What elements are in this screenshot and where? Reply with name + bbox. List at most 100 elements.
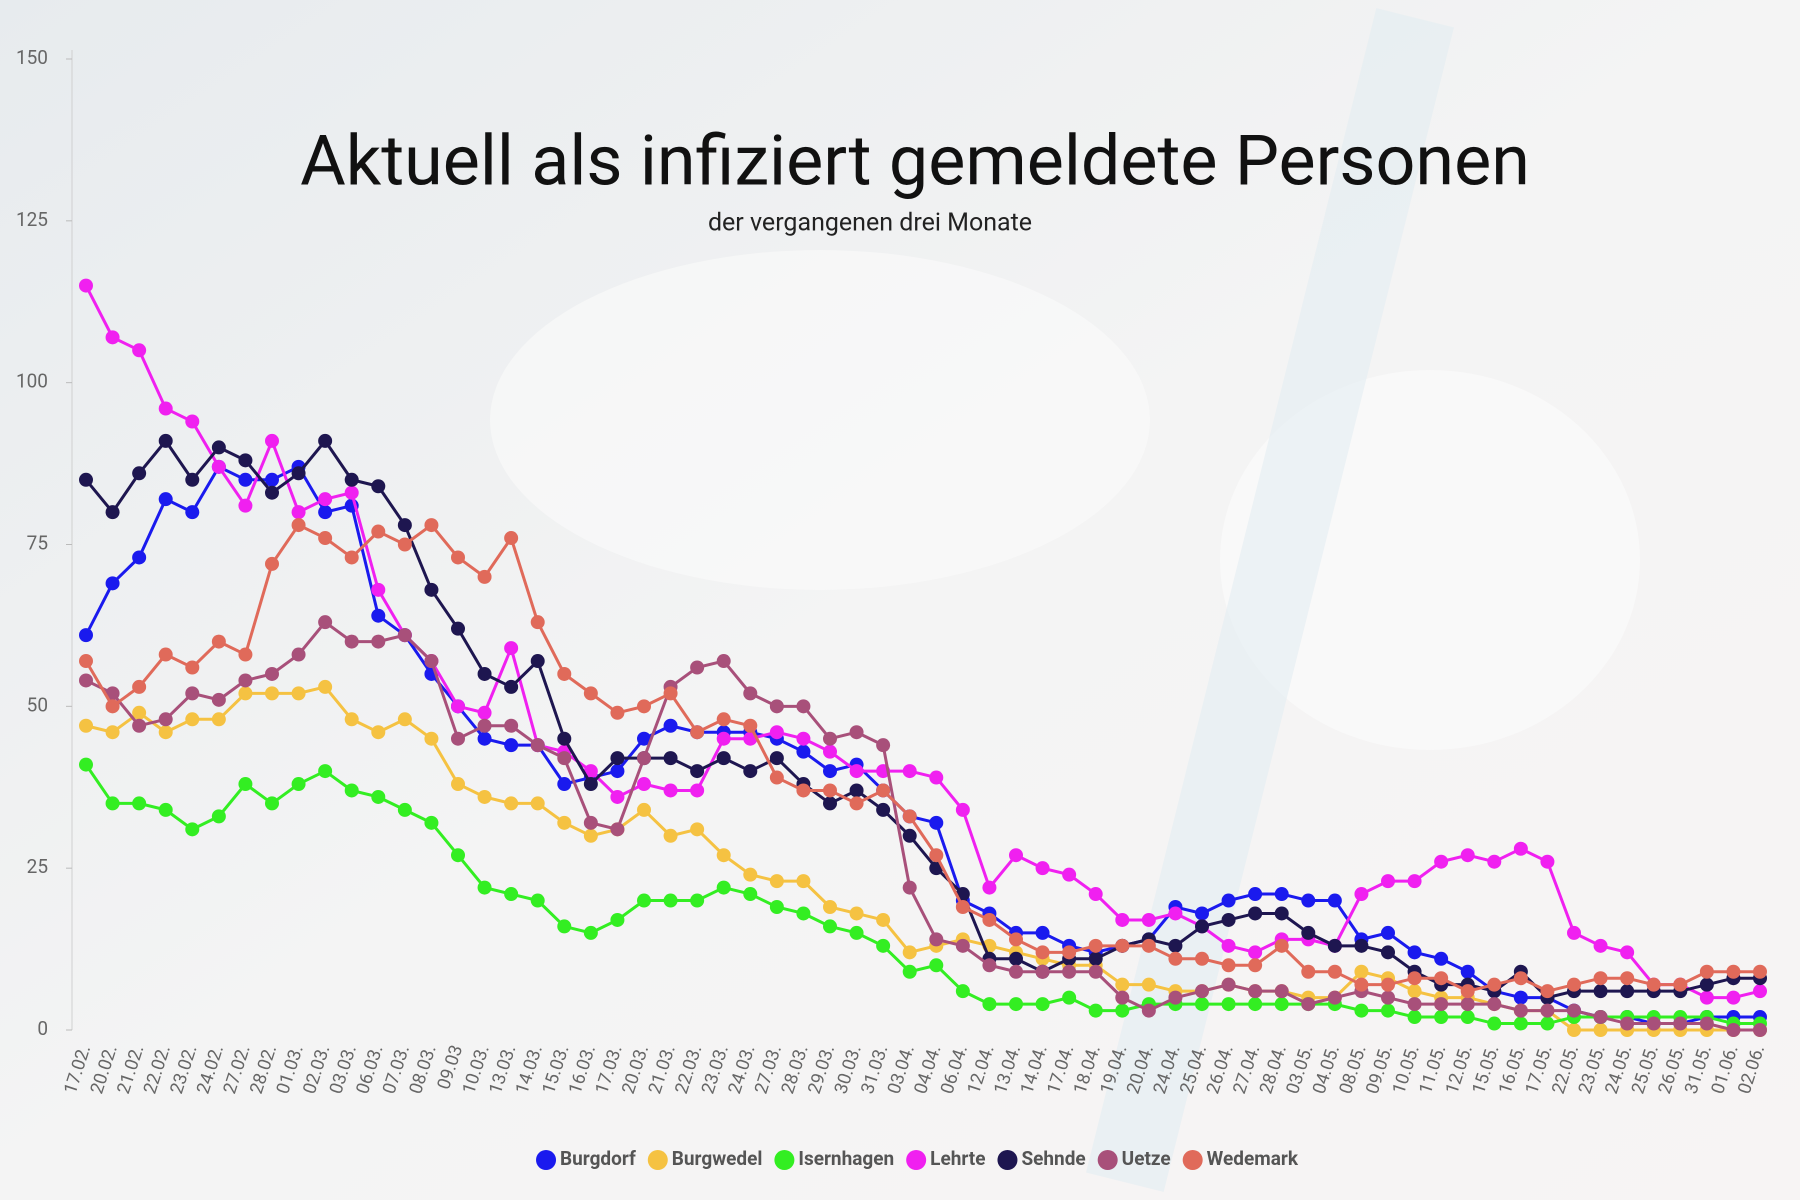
data-point — [424, 518, 439, 533]
data-point — [1141, 977, 1156, 992]
data-point — [105, 725, 120, 740]
data-point — [1141, 1003, 1156, 1018]
data-point — [1699, 977, 1714, 992]
legend-swatch — [536, 1150, 557, 1170]
data-point — [1195, 906, 1209, 921]
data-point — [982, 880, 997, 895]
data-point — [504, 531, 519, 546]
data-point — [1593, 971, 1608, 986]
data-point — [769, 725, 784, 740]
data-point — [1327, 964, 1342, 979]
data-point — [1248, 945, 1263, 960]
data-point — [1301, 964, 1316, 979]
data-point — [1487, 1016, 1502, 1031]
data-point — [238, 673, 253, 688]
legend-label: Sehnde — [1021, 1147, 1085, 1170]
data-point — [1062, 990, 1077, 1005]
data-point — [929, 815, 944, 830]
data-point — [929, 932, 944, 947]
data-point — [238, 686, 253, 701]
data-point — [158, 401, 173, 416]
data-point — [132, 718, 147, 733]
data-point — [637, 893, 651, 908]
data-point — [79, 472, 93, 487]
data-point — [105, 686, 120, 701]
legend-label: Burgdorf — [560, 1147, 636, 1170]
data-point — [982, 912, 997, 927]
data-point — [1381, 925, 1395, 940]
data-point — [158, 647, 173, 662]
data-point — [1115, 1003, 1130, 1018]
data-point — [637, 802, 651, 817]
data-point — [504, 641, 519, 656]
data-point — [876, 912, 891, 927]
data-point — [982, 997, 997, 1012]
data-point — [796, 783, 811, 798]
data-point — [1726, 964, 1741, 979]
data-point — [1088, 951, 1103, 966]
data-point — [743, 686, 758, 701]
data-point — [796, 874, 811, 889]
data-point — [265, 433, 279, 448]
data-point — [637, 731, 651, 746]
data-point — [291, 777, 306, 792]
data-point — [371, 725, 386, 740]
data-point — [1567, 1003, 1581, 1018]
data-point — [690, 893, 705, 908]
data-point — [557, 777, 572, 792]
data-point — [1593, 938, 1608, 953]
data-point — [1460, 997, 1475, 1012]
data-point — [1354, 887, 1369, 902]
data-point — [504, 796, 519, 811]
series-line — [84, 763, 1760, 1026]
data-point — [1487, 997, 1502, 1012]
data-point — [1221, 912, 1236, 927]
data-point — [663, 783, 678, 798]
legend-swatch — [1097, 1150, 1118, 1170]
data-point — [1540, 984, 1555, 999]
data-point — [158, 492, 173, 507]
chart-subtitle: der vergangenen drei Monate — [708, 209, 1032, 238]
data-point — [291, 466, 306, 481]
data-point — [823, 900, 837, 915]
data-point — [1513, 1016, 1528, 1031]
data-point — [1407, 971, 1422, 986]
legend-label: Uetze — [1122, 1147, 1171, 1170]
data-point — [955, 802, 970, 817]
data-point — [1248, 906, 1263, 921]
series-line — [85, 685, 1760, 1032]
data-point — [902, 880, 917, 895]
legend-label: Burgwedel — [672, 1147, 763, 1170]
data-point — [1327, 893, 1342, 908]
data-point — [902, 828, 917, 843]
data-point — [1620, 971, 1635, 986]
data-point — [397, 518, 412, 533]
data-point — [79, 757, 93, 772]
data-point — [583, 764, 598, 779]
data-point — [371, 582, 386, 597]
data-point — [796, 731, 811, 746]
data-point — [530, 738, 545, 753]
data-point — [1035, 861, 1050, 876]
data-point — [105, 699, 120, 714]
data-point — [1513, 971, 1528, 986]
data-point — [1381, 977, 1395, 992]
data-point — [1540, 1016, 1555, 1031]
data-point — [902, 945, 917, 960]
data-point — [663, 718, 678, 733]
data-point — [1274, 887, 1289, 902]
data-point — [1195, 997, 1209, 1012]
data-point — [1088, 887, 1103, 902]
data-point — [318, 492, 333, 507]
data-point — [185, 686, 200, 701]
data-point — [929, 848, 944, 863]
data-point — [1487, 854, 1502, 869]
data-point — [690, 783, 705, 798]
data-point — [1195, 984, 1209, 999]
data-point — [1753, 1023, 1767, 1037]
data-point — [1035, 925, 1050, 940]
data-point — [238, 777, 253, 792]
data-point — [769, 770, 784, 785]
data-point — [291, 686, 306, 701]
data-point — [1513, 1003, 1528, 1018]
